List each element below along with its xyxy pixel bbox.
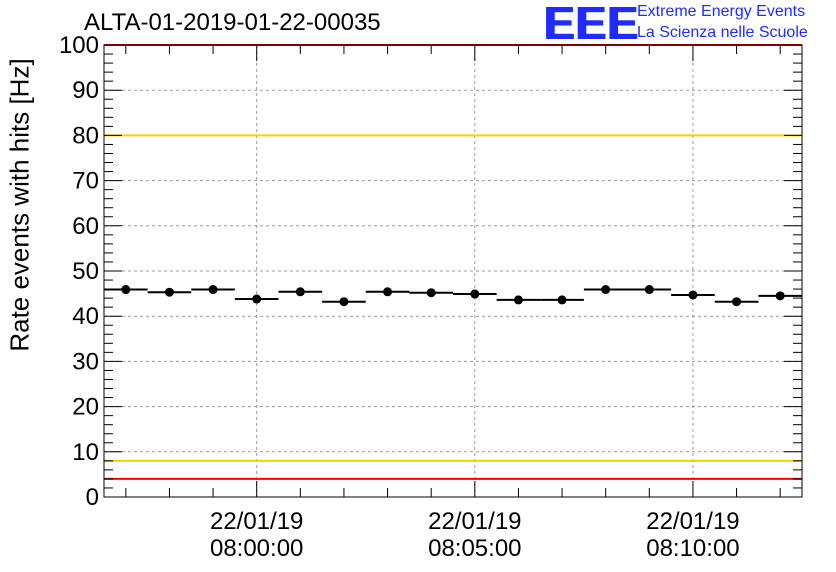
y-tick-label: 40 bbox=[72, 303, 99, 330]
y-tick-label: 0 bbox=[86, 484, 99, 511]
x-tick-label-time: 08:05:00 bbox=[428, 535, 521, 562]
x-tick-label-time: 08:10:00 bbox=[646, 535, 739, 562]
data-point bbox=[252, 294, 262, 304]
y-tick-label: 90 bbox=[72, 77, 99, 104]
data-point bbox=[557, 295, 567, 305]
data-point bbox=[339, 297, 349, 307]
data-point bbox=[208, 285, 218, 295]
x-tick-label-date: 22/01/19 bbox=[428, 508, 521, 535]
data-point bbox=[644, 285, 654, 295]
y-tick-label: 80 bbox=[72, 122, 99, 149]
data-point bbox=[601, 285, 611, 295]
data-point bbox=[295, 287, 305, 297]
chart-title: ALTA-01-2019-01-22-00035 bbox=[84, 9, 381, 36]
x-tick-label-date: 22/01/19 bbox=[210, 508, 303, 535]
x-tick-label-date: 22/01/19 bbox=[646, 508, 739, 535]
x-tick-label-time: 08:00:00 bbox=[210, 535, 303, 562]
y-tick-label: 10 bbox=[72, 439, 99, 466]
data-point bbox=[383, 287, 393, 297]
eee-logo: EEE bbox=[543, 0, 639, 49]
data-point bbox=[121, 285, 131, 295]
y-tick-label: 50 bbox=[72, 258, 99, 285]
y-tick-label: 100 bbox=[59, 32, 99, 59]
data-point bbox=[426, 288, 436, 298]
data-point bbox=[688, 290, 698, 300]
y-tick-label: 60 bbox=[72, 213, 99, 240]
y-tick-label: 20 bbox=[72, 394, 99, 421]
logo-line-1: Extreme Energy Events bbox=[637, 3, 806, 20]
data-point bbox=[732, 297, 742, 307]
logo-line-2: La Scienza nelle Scuole bbox=[637, 24, 808, 41]
data-point bbox=[470, 289, 480, 299]
y-tick-label: 70 bbox=[72, 168, 99, 195]
data-point bbox=[775, 291, 785, 301]
y-tick-label: 30 bbox=[72, 348, 99, 375]
data-point bbox=[164, 287, 174, 297]
data-point bbox=[513, 295, 523, 305]
